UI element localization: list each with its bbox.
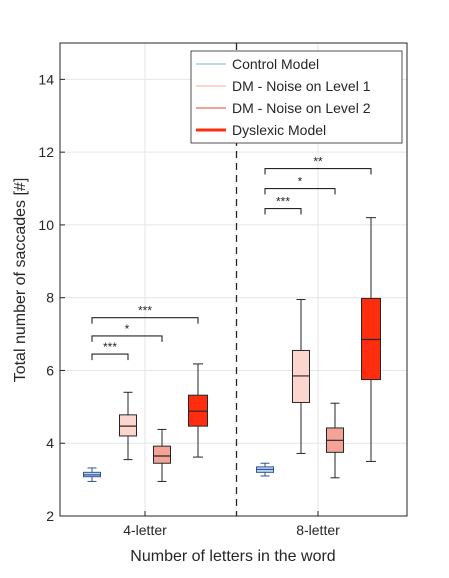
significance-brackets: ************* (91, 155, 372, 361)
x-tick-label: 8-letter (296, 522, 340, 538)
legend-label: Dyslexic Model (232, 122, 326, 138)
legend-box (190, 50, 403, 144)
bracket-line (91, 353, 129, 361)
bracket-line (91, 317, 199, 324)
plot-frame (59, 42, 408, 517)
x-axis-label: Number of letters in the word (130, 548, 335, 565)
box-control-model (83, 467, 101, 482)
box-dm-noise-on-level-1 (119, 391, 137, 461)
legend-label: DM - Noise on Level 1 (232, 78, 371, 94)
y-tick-label: 2 (46, 508, 54, 524)
significance-label: *** (103, 340, 117, 354)
y-axis-label: Total number of saccades [#] (12, 178, 29, 383)
significance-bracket: * (264, 175, 336, 195)
legend: Control Model DM - Noise on Level 1 DM - N… (190, 50, 403, 144)
box-control-model (256, 462, 274, 477)
box-iqr (119, 414, 137, 437)
y-tick-label: 14 (38, 71, 54, 87)
legend-label: Control Model (232, 56, 319, 72)
significance-bracket: *** (91, 304, 199, 324)
significance-label: ** (313, 155, 323, 169)
legend-label: DM - Noise on Level 2 (232, 100, 371, 116)
significance-label: *** (138, 304, 152, 318)
box-dm-noise-on-level-1 (292, 299, 310, 454)
significance-bracket: ** (264, 155, 372, 175)
significance-label: * (125, 322, 130, 336)
box-series (83, 217, 381, 482)
y-tick-label: 12 (38, 144, 54, 160)
x-axis-ticks: 4-letter 8-letter (123, 511, 340, 538)
box-iqr (153, 445, 171, 464)
bracket-line (91, 335, 163, 342)
significance-label: *** (276, 195, 290, 209)
significance-bracket: * (91, 322, 163, 342)
y-tick-label: 10 (38, 217, 54, 233)
box-dm-noise-on-level-2 (153, 428, 171, 482)
y-tick-label: 4 (46, 435, 54, 451)
bracket-line (264, 187, 336, 195)
box-dyslexic-model (188, 363, 208, 458)
box-dyslexic-model (361, 217, 381, 462)
y-tick-label: 6 (46, 362, 54, 378)
significance-bracket: *** (264, 195, 302, 215)
significance-bracket: *** (91, 340, 129, 361)
significance-label: * (298, 175, 303, 189)
bracket-line (264, 208, 302, 215)
y-axis-ticks: 2 4 6 8 10 12 14 (38, 71, 65, 524)
bracket-line (264, 167, 372, 175)
box-dm-noise-on-level-2 (326, 402, 344, 479)
y-tick-label: 8 (46, 290, 54, 306)
x-tick-label: 4-letter (123, 522, 167, 538)
